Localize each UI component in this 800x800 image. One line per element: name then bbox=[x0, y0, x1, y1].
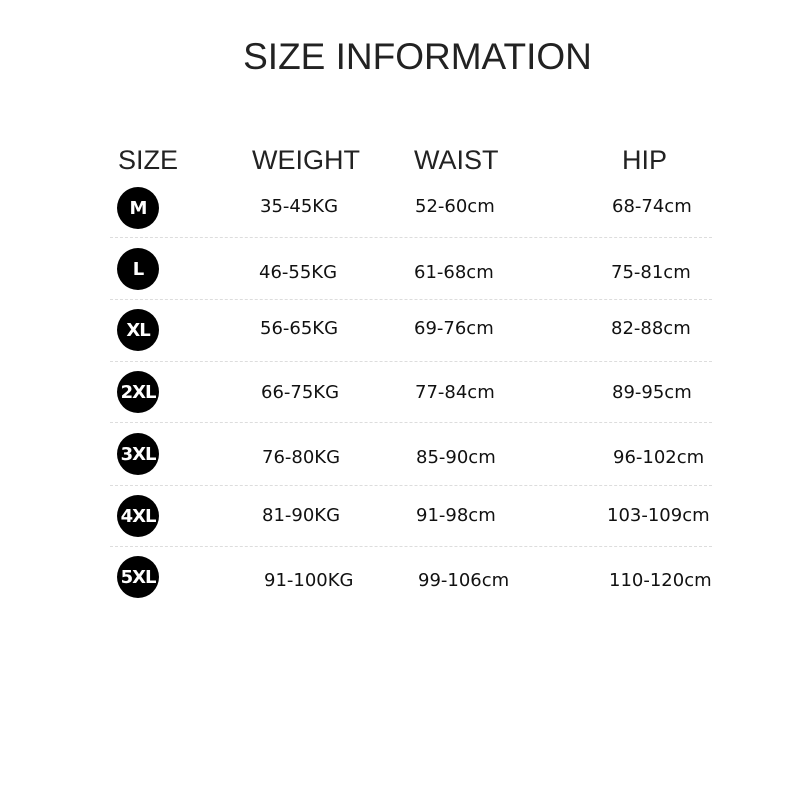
size-badge: M bbox=[117, 187, 159, 229]
weight-value: 91-100KG bbox=[264, 570, 354, 591]
weight-value: 56-65KG bbox=[260, 318, 339, 339]
weight-value: 76-80KG bbox=[262, 447, 341, 468]
hip-value: 110-120cm bbox=[609, 570, 712, 591]
weight-value: 66-75KG bbox=[261, 382, 340, 403]
size-badge: 4XL bbox=[117, 495, 159, 537]
size-badge: 5XL bbox=[117, 556, 159, 598]
row-divider bbox=[110, 237, 712, 238]
hip-value: 96-102cm bbox=[613, 447, 705, 468]
waist-value: 52-60cm bbox=[415, 196, 495, 217]
row-divider bbox=[110, 299, 712, 300]
waist-value: 77-84cm bbox=[415, 382, 495, 403]
header-hip: HIP bbox=[622, 145, 668, 175]
weight-value: 81-90KG bbox=[262, 505, 341, 526]
page-title: SIZE INFORMATION bbox=[243, 36, 592, 77]
size-badge: 3XL bbox=[117, 433, 159, 475]
size-badge: L bbox=[117, 248, 159, 290]
row-divider bbox=[110, 422, 712, 423]
weight-value: 46-55KG bbox=[259, 262, 338, 283]
hip-value: 103-109cm bbox=[607, 505, 710, 526]
hip-value: 75-81cm bbox=[611, 262, 691, 283]
hip-value: 89-95cm bbox=[612, 382, 692, 403]
weight-value: 35-45KG bbox=[260, 196, 339, 217]
hip-value: 82-88cm bbox=[611, 318, 691, 339]
waist-value: 91-98cm bbox=[416, 505, 496, 526]
waist-value: 99-106cm bbox=[418, 570, 510, 591]
row-divider bbox=[110, 546, 712, 547]
header-waist: WAIST bbox=[414, 145, 499, 175]
hip-value: 68-74cm bbox=[612, 196, 692, 217]
row-divider bbox=[110, 361, 712, 362]
waist-value: 85-90cm bbox=[416, 447, 496, 468]
waist-value: 61-68cm bbox=[414, 262, 494, 283]
row-divider bbox=[110, 485, 712, 486]
header-weight: WEIGHT bbox=[252, 145, 360, 175]
size-badge: XL bbox=[117, 309, 159, 351]
size-badge: 2XL bbox=[117, 371, 159, 413]
waist-value: 69-76cm bbox=[414, 318, 494, 339]
header-size: SIZE bbox=[118, 145, 179, 175]
